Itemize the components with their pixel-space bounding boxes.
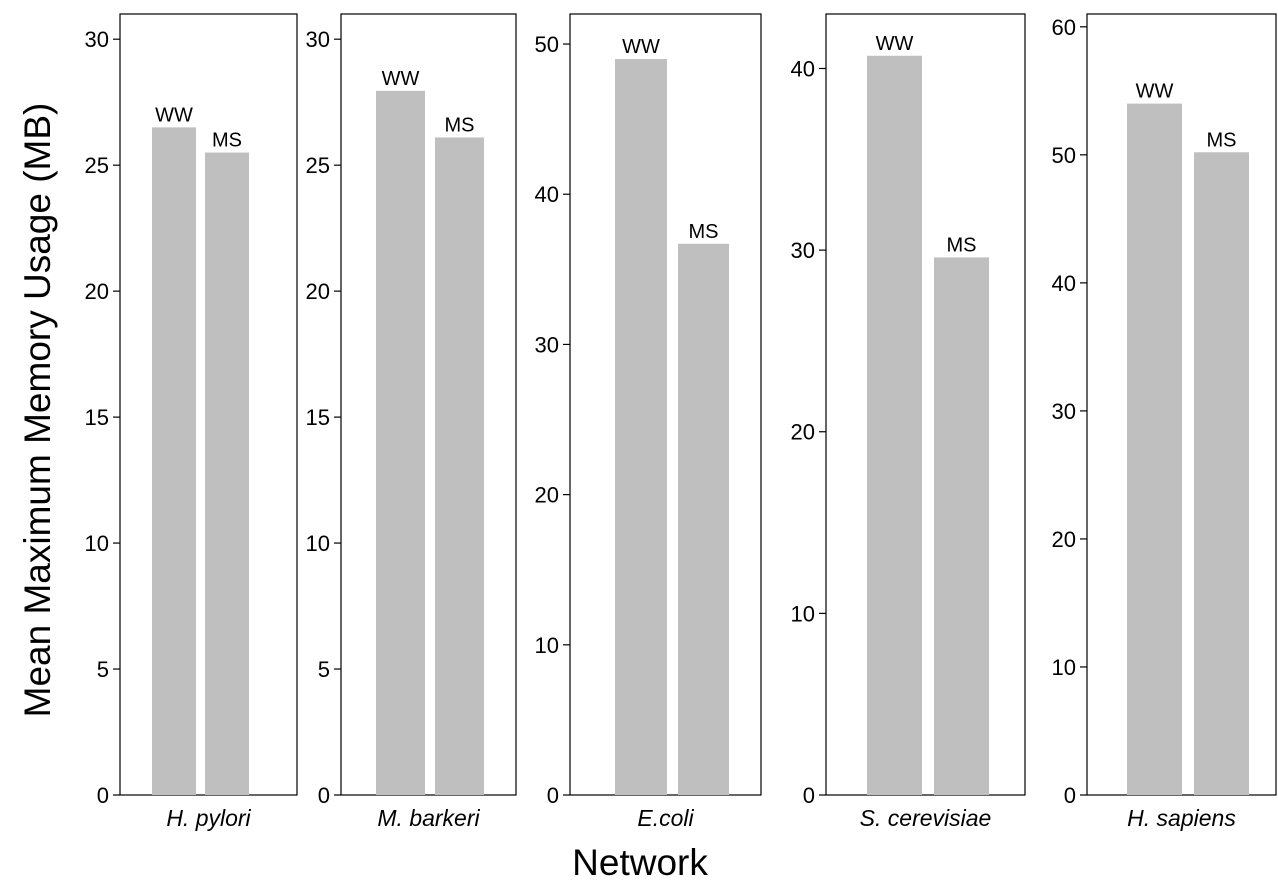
bar-label: MS [947,234,977,256]
panel-1: 0 5 10 15 20 25 30 WW MS M. barkeri [306,13,517,831]
y-tick-label: 20 [306,279,330,304]
bar-label: MS [1207,129,1237,151]
y-tick-label: 25 [85,153,109,178]
y-tick-label: 20 [535,483,559,508]
x-axis-title: Network [572,842,708,883]
bar-ms [205,152,249,795]
y-tick-label: 30 [535,332,559,357]
bar-ww [1127,103,1182,796]
y-tick-label: 0 [97,783,109,808]
panel-name: H. pylori [166,805,251,831]
y-tick-label: 20 [1052,527,1076,552]
y-tick-label: 0 [1064,783,1076,808]
bar-ms [435,137,484,796]
y-tick-label: 5 [318,657,330,682]
y-tick-label: 10 [791,601,815,626]
y-tick-label: 40 [791,56,815,81]
bar-label: WW [876,33,914,55]
bar-label: MS [212,130,242,152]
y-tick-label: 40 [1052,271,1076,296]
y-tick-label: 30 [306,27,330,52]
y-tick-label: 10 [1052,655,1076,680]
y-tick-label: 60 [1052,15,1076,40]
y-tick-label: 50 [1052,143,1076,168]
y-tick-label: 10 [306,531,330,556]
panel-3: 0 10 20 30 40 WW MS S. cerevisiae [791,13,1026,831]
bar-ww [152,127,196,795]
panel-name: H. sapiens [1127,805,1236,831]
panel-0: 0 5 10 15 20 25 30 WW MS H. pylori [85,13,298,831]
panel-name: E.coli [637,805,694,831]
y-tick-label: 15 [306,405,330,430]
y-tick-label: 20 [85,279,109,304]
bar-label: WW [155,104,193,126]
bar-ms [1194,152,1249,796]
y-tick-label: 30 [791,238,815,263]
bar-label: MS [445,114,475,136]
y-tick-label: 40 [535,182,559,207]
y-tick-label: 5 [97,657,109,682]
bar-label: WW [622,36,660,58]
y-tick-label: 10 [85,531,109,556]
y-tick-label: 0 [318,783,330,808]
y-tick-label: 30 [85,27,109,52]
bar-ww [615,59,667,796]
y-tick-label: 20 [791,420,815,445]
panel-2: 0 10 20 30 40 50 WW MS E.coli [535,13,762,831]
bar-ww [376,90,425,795]
bar-label: WW [382,68,420,90]
bar-label: WW [1136,81,1174,103]
panel-name: S. cerevisiae [860,805,992,831]
panel-4: 0 10 20 30 40 50 60 WW MS H. sapiens [1052,13,1277,831]
y-tick-label: 25 [306,153,330,178]
y-tick-label: 0 [803,783,815,808]
bar-ms [934,257,989,795]
y-axis-title: Mean Maximum Memory Usage (MB) [17,103,58,718]
panel-frame [340,13,517,796]
panels: 0 5 10 15 20 25 30 WW MS H. pylori 0 5 10 15 20 25 30 WW M… [85,13,1277,831]
panel-frame [825,13,1026,796]
y-tick-label: 30 [1052,399,1076,424]
bar-ww [867,55,922,796]
y-tick-label: 50 [535,32,559,57]
bar-ms [678,243,729,795]
y-tick-label: 0 [547,783,559,808]
y-tick-label: 15 [85,405,109,430]
bar-label: MS [689,221,719,243]
y-tick-label: 10 [535,633,559,658]
panel-name: M. barkeri [377,805,480,831]
